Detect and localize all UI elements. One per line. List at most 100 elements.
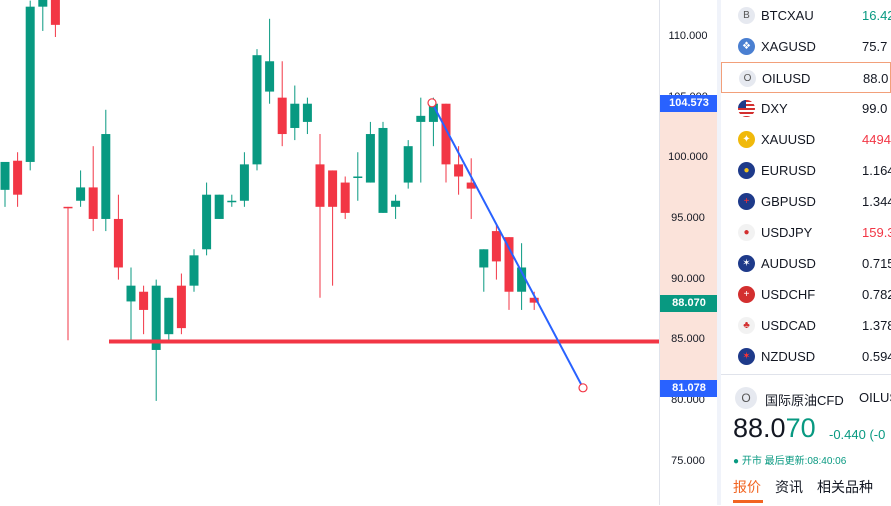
xagusd-icon: ❖ [738, 38, 755, 55]
oil-icon: O [735, 387, 757, 409]
price-tick-label: 110.000 [668, 30, 708, 42]
highlight-range-band [660, 102, 718, 388]
last-price: 88.070 [733, 413, 816, 444]
candle-body [189, 255, 199, 286]
watchlist-price: 0.782 [862, 287, 891, 302]
candle-body [13, 160, 23, 195]
eurusd-icon: ● [738, 162, 755, 179]
watchlist-row-xauusd[interactable]: ✦ XAUUSD 4494 [721, 124, 891, 155]
oilusd-icon: O [739, 70, 756, 87]
watchlist-price: 159.3 [862, 225, 891, 240]
watchlist-symbol: USDCAD [761, 318, 816, 333]
trendline-end-price-tag: 81.078 [660, 379, 718, 397]
watchlist-row-nzdusd[interactable]: ✶ NZDUSD 0.594 [721, 341, 891, 372]
candle-body [517, 267, 527, 292]
candle-body [290, 103, 300, 128]
watchlist-symbol: USDJPY [761, 225, 813, 240]
candle-body [466, 182, 476, 189]
watchlist-price: 1.344 [862, 194, 891, 209]
watchlist[interactable]: B BTCXAU 16.42 ❖ XAGUSD 75.7 O OILUSD 88.0 DXY 99.… [721, 0, 891, 372]
gbpusd-icon: + [738, 193, 755, 210]
candle-body [25, 6, 35, 162]
candle-body [113, 218, 123, 268]
tab-related[interactable]: 相关品种 [817, 479, 873, 495]
watchlist-row-xagusd[interactable]: ❖ XAGUSD 75.7 [721, 31, 891, 62]
watchlist-row-eurusd[interactable]: ● EURUSD 1.164 [721, 155, 891, 186]
price-tick-label: 85.000 [671, 333, 705, 346]
watchlist-symbol: XAUUSD [761, 132, 816, 147]
xauusd-icon: ✦ [738, 131, 755, 148]
chart-area[interactable] [0, 0, 659, 505]
watchlist-row-dxy[interactable]: DXY 99.0 [721, 93, 891, 124]
watchlist-price: 1.378 [862, 318, 891, 333]
watchlist-row-audusd[interactable]: ✶ AUDUSD 0.715 [721, 248, 891, 279]
tab-quote[interactable]: 报价 [733, 479, 761, 495]
candle-body [529, 297, 539, 303]
btcxau-icon: B [738, 7, 755, 24]
candle-body [227, 200, 237, 203]
watchlist-row-usdjpy[interactable]: ● USDJPY 159.3 [721, 217, 891, 248]
trend-line-end-handle [578, 383, 588, 393]
usdjpy-icon: ● [738, 224, 755, 241]
candle-body [214, 194, 224, 219]
price-tick-label: 75.000 [671, 454, 705, 467]
watchlist-symbol: USDCHF [761, 287, 816, 302]
dxy-icon [738, 100, 755, 117]
candle-body [126, 285, 136, 302]
tab-news[interactable]: 资讯 [775, 479, 803, 495]
panel-divider[interactable] [717, 0, 721, 505]
candle-body [454, 164, 464, 177]
candle-body [101, 134, 111, 219]
price-tick-label: 80.000 [671, 393, 705, 406]
candle-body [239, 164, 249, 201]
candle-body [479, 249, 489, 268]
watchlist-symbol: XAGUSD [761, 39, 816, 54]
candle-body [491, 231, 501, 262]
watchlist-price: 0.715 [862, 256, 891, 271]
price-axis[interactable]: 110.000105.000100.00095.00090.00085.0008… [659, 0, 718, 505]
watchlist-row-oilusd[interactable]: O OILUSD 88.0 [721, 62, 891, 93]
watchlist-row-usdchf[interactable]: + USDCHF 0.782 [721, 279, 891, 310]
active-tab-indicator [733, 500, 763, 503]
last-price-main: 88.0 [733, 413, 786, 443]
watchlist-price: 88.0 [863, 71, 889, 86]
instrument-symbol: OILUSD [859, 390, 891, 405]
watchlist-symbol: GBPUSD [761, 194, 816, 209]
market-status: ● 开市 最后更新:08:40:06 [733, 456, 847, 467]
watchlist-row-gbpusd[interactable]: + GBPUSD 1.344 [721, 186, 891, 217]
nzdusd-icon: ✶ [738, 348, 755, 365]
current-price-tag: 88.070 [660, 295, 718, 312]
candle-body [302, 103, 312, 122]
candle-body [252, 55, 262, 165]
candlestick-chart[interactable] [0, 0, 659, 505]
candle-body [139, 291, 149, 310]
price-tick-label: 95.000 [671, 211, 705, 224]
price-change: -0.440 (-0 [829, 427, 886, 442]
usdcad-icon: ♣ [738, 317, 755, 334]
watchlist-symbol: OILUSD [762, 71, 811, 86]
watchlist-row-btcxau[interactable]: B BTCXAU 16.42 [721, 0, 891, 31]
price-tick-label: 100.000 [668, 151, 708, 164]
candle-body [416, 115, 426, 122]
candle-body [277, 97, 287, 135]
watchlist-price: 0.594 [862, 349, 891, 364]
candle-body [403, 146, 413, 183]
candle-body [151, 285, 161, 350]
candle-body [428, 103, 438, 122]
symbol-detail-panel: O 国际原油CFD OILUSD 88.070 -0.440 (-0 ● 开市 … [721, 374, 891, 506]
candle-body [38, 0, 48, 7]
usdchf-icon: + [738, 286, 755, 303]
watchlist-price: 99.0 [862, 101, 888, 116]
last-price-tail: 70 [785, 413, 816, 443]
watchlist-price: 4494 [862, 132, 891, 147]
candle-body [378, 127, 388, 213]
candle-body [391, 200, 401, 207]
candle-body [441, 103, 451, 165]
watchlist-price: 1.164 [862, 163, 891, 178]
candle-body [353, 176, 363, 178]
watchlist-row-usdcad[interactable]: ♣ USDCAD 1.378 [721, 310, 891, 341]
candle-body [0, 161, 10, 190]
candle-body [176, 285, 186, 329]
trend-line-start-handle [427, 98, 437, 108]
audusd-icon: ✶ [738, 255, 755, 272]
